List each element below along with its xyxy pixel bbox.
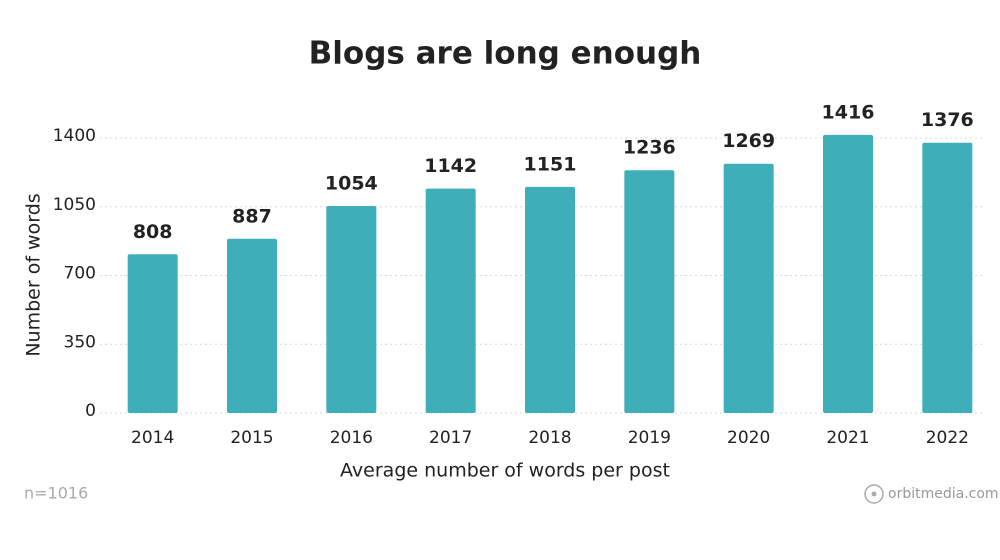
y-axis-label: Number of words xyxy=(23,193,45,356)
bar xyxy=(525,186,575,413)
x-tick-label: 2022 xyxy=(926,428,969,448)
x-tick-label: 2018 xyxy=(528,428,571,448)
data-label: 1416 xyxy=(822,101,875,123)
y-tick-label: 0 xyxy=(85,401,96,421)
data-label: 808 xyxy=(133,221,173,243)
bar xyxy=(624,170,675,413)
bar xyxy=(723,163,774,413)
x-axis-label: Average number of words per post xyxy=(340,460,670,482)
y-tick-label: 1050 xyxy=(53,195,96,215)
bar xyxy=(227,238,277,413)
bar xyxy=(425,188,476,413)
bar xyxy=(823,134,873,413)
x-tick-label: 2021 xyxy=(826,428,869,448)
x-tick-label: 2019 xyxy=(628,428,671,448)
x-tick-label: 2015 xyxy=(230,428,273,448)
bar xyxy=(922,142,973,413)
data-label: 1142 xyxy=(424,155,477,177)
note: n=1016 xyxy=(24,484,88,503)
data-label: 1269 xyxy=(722,130,775,152)
data-label: 1151 xyxy=(524,153,577,175)
x-tick-label: 2020 xyxy=(727,428,770,448)
y-tick-label: 1400 xyxy=(53,126,96,146)
source: orbitmedia.com xyxy=(888,486,999,502)
y-tick-label: 700 xyxy=(64,264,96,284)
source-logo xyxy=(864,484,884,504)
x-tick-label: 2017 xyxy=(429,428,472,448)
chart-title: Blogs are long enough xyxy=(309,36,702,72)
x-tick-label: 2014 xyxy=(131,428,174,448)
y-tick-label: 350 xyxy=(64,332,96,352)
x-tick-label: 2016 xyxy=(330,428,373,448)
bar xyxy=(127,254,178,413)
data-label: 1054 xyxy=(325,172,378,194)
bar xyxy=(326,205,377,413)
data-label: 1376 xyxy=(921,109,974,131)
data-label: 887 xyxy=(232,205,272,227)
data-label: 1236 xyxy=(623,137,676,159)
